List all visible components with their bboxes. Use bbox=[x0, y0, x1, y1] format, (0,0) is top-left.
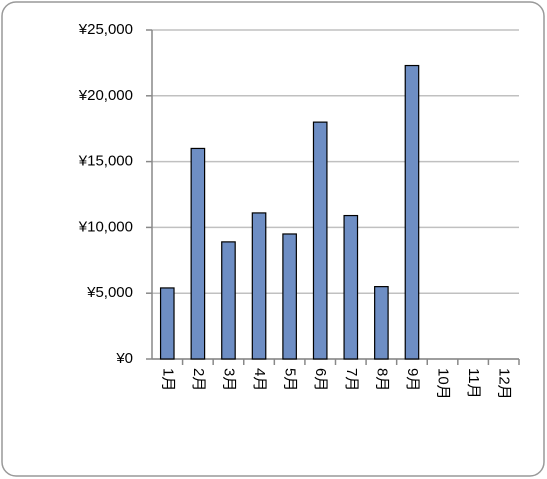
x-tick-label: 2月 bbox=[190, 368, 207, 391]
y-tick-label: ¥5,000 bbox=[86, 284, 133, 301]
x-tick-label: 12月 bbox=[496, 368, 513, 400]
y-tick-label: ¥20,000 bbox=[78, 87, 133, 104]
y-tick-label: ¥10,000 bbox=[78, 218, 133, 235]
bar bbox=[343, 214, 359, 360]
x-tick-label: 1月 bbox=[159, 368, 176, 391]
bar bbox=[404, 64, 420, 360]
x-tick-label: 11月 bbox=[465, 368, 482, 399]
bar bbox=[190, 147, 206, 360]
x-tick-label: 5月 bbox=[282, 368, 299, 391]
x-tick-label: 6月 bbox=[312, 368, 329, 391]
x-tick-label: 7月 bbox=[343, 368, 360, 391]
x-tick-label: 9月 bbox=[404, 368, 421, 391]
x-tick-label: 10月 bbox=[435, 368, 452, 400]
y-tick-label: ¥15,000 bbox=[78, 153, 133, 170]
y-tick-label: ¥0 bbox=[115, 350, 133, 367]
bar bbox=[374, 286, 389, 360]
x-tick-label: 8月 bbox=[373, 368, 390, 391]
bar bbox=[282, 233, 297, 360]
x-tick-label: 3月 bbox=[220, 368, 237, 391]
bar bbox=[251, 212, 267, 360]
bar bbox=[221, 241, 236, 360]
y-tick-label: ¥25,000 bbox=[78, 21, 133, 38]
bar bbox=[159, 287, 175, 360]
bar bbox=[312, 121, 328, 360]
x-tick-label: 4月 bbox=[251, 368, 268, 391]
